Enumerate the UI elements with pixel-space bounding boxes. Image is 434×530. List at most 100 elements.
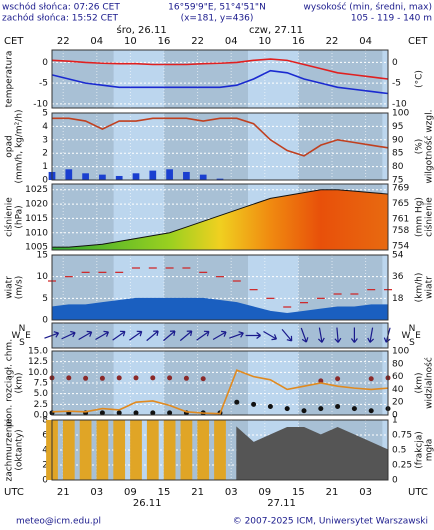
utc-tick-label: 09 bbox=[258, 487, 271, 498]
panel-frame bbox=[51, 49, 389, 109]
y-tick-label: 4 bbox=[42, 122, 48, 132]
y-tick-label: 5 bbox=[42, 109, 48, 119]
y-tick-label: -5 bbox=[39, 79, 48, 89]
area bbox=[51, 189, 389, 251]
wind-arrow bbox=[300, 327, 309, 343]
y-tick-label: 7.5 bbox=[34, 379, 48, 389]
cet-tick-label: 04 bbox=[359, 36, 372, 47]
compass-left: S bbox=[19, 338, 25, 348]
wind-arrow bbox=[129, 330, 143, 341]
y-tick-label: 1015 bbox=[25, 214, 48, 224]
y-tick-label: 0 bbox=[42, 476, 48, 486]
y-tick-label: 12.5 bbox=[28, 357, 48, 367]
cet-tick-label: 22 bbox=[191, 36, 204, 47]
panel-frame bbox=[51, 254, 389, 321]
panel-frame bbox=[51, 112, 389, 181]
cet-tick-label: 10 bbox=[124, 36, 137, 47]
sunset: zachód słońca: 15:52 CET bbox=[2, 13, 119, 24]
bar bbox=[180, 420, 193, 480]
bar bbox=[65, 169, 73, 180]
y2-axis-label: mgła bbox=[425, 439, 434, 462]
y2-axis-label: wiatr bbox=[425, 276, 434, 299]
y-tick-label: 6 bbox=[42, 431, 48, 441]
y2-tick-label: 761 bbox=[392, 214, 409, 224]
y-tick-label: 1025 bbox=[25, 185, 48, 195]
wind-arrow bbox=[317, 327, 325, 343]
panel-frame bbox=[51, 350, 389, 416]
compass-left: E bbox=[25, 331, 31, 341]
point bbox=[284, 406, 290, 412]
utc-tick-label: 15 bbox=[158, 487, 171, 498]
y2-tick-label: 36 bbox=[392, 272, 404, 282]
line bbox=[51, 58, 389, 80]
compass-right: S bbox=[409, 338, 415, 348]
cet-tick-label: 22 bbox=[57, 36, 70, 47]
y2-tick-label: 754 bbox=[392, 242, 409, 252]
cet-tick-label: 04 bbox=[225, 36, 238, 47]
y-axis-label: (hPa) bbox=[15, 205, 25, 228]
panel-frame bbox=[51, 183, 389, 251]
night-band bbox=[52, 323, 114, 348]
utc-tick-label: 03 bbox=[359, 487, 372, 498]
y2-axis-label: (%) bbox=[415, 139, 425, 155]
point bbox=[301, 408, 307, 414]
night-band bbox=[52, 50, 114, 108]
cet-tick-label: 16 bbox=[158, 36, 171, 47]
date-label: czw, 27.11 bbox=[249, 25, 303, 36]
y2-tick-label: 95 bbox=[392, 122, 403, 132]
point bbox=[318, 406, 324, 412]
y-axis-label: (mm/h, kg/m²/h) bbox=[15, 109, 25, 183]
night-band bbox=[164, 113, 248, 180]
night-band bbox=[298, 113, 383, 180]
utc-tick-label: 15 bbox=[292, 487, 305, 498]
night-band bbox=[52, 351, 114, 415]
point bbox=[83, 375, 89, 381]
bar bbox=[149, 170, 157, 180]
y-axis-label: (m/s) bbox=[15, 276, 25, 300]
point bbox=[133, 375, 139, 381]
panel-frame bbox=[51, 419, 389, 481]
elevation-title: wysokość (min, średni, max) bbox=[304, 2, 432, 13]
coords: 16°59'9"E, 51°4'51"N bbox=[168, 3, 266, 13]
y-tick-label: 15.0 bbox=[28, 347, 48, 357]
point bbox=[183, 375, 189, 381]
y2-axis-label: wilgotność wzgl. bbox=[424, 110, 434, 184]
bar bbox=[199, 174, 207, 180]
y2-tick-label: 60 bbox=[392, 372, 404, 382]
wind-arrow bbox=[112, 330, 126, 341]
point bbox=[167, 410, 173, 416]
y-tick-label: 2 bbox=[42, 149, 48, 159]
cet-right: CET bbox=[408, 36, 428, 47]
y2-axis-label: (mm Hg) bbox=[415, 197, 425, 237]
y2-tick-label: 0 bbox=[392, 58, 398, 68]
night-band bbox=[164, 50, 248, 108]
y2-tick-label: 80 bbox=[392, 162, 404, 172]
bar bbox=[130, 420, 142, 480]
night-band bbox=[52, 113, 114, 180]
bar bbox=[197, 420, 210, 480]
wind-arrow bbox=[61, 330, 76, 340]
y2-tick-label: -10 bbox=[392, 99, 407, 109]
y-tick-label: 5.0 bbox=[34, 389, 49, 399]
date-label: śro, 26.11 bbox=[116, 24, 166, 36]
night-band bbox=[298, 50, 383, 108]
y-tick-label: 10.0 bbox=[28, 368, 48, 378]
y2-tick-label: 765 bbox=[392, 199, 409, 209]
y-tick-label: 5 bbox=[42, 294, 48, 304]
grid-pos: (x=181, y=436) bbox=[181, 14, 254, 24]
y-axis-label: (km) bbox=[15, 372, 25, 393]
y2-tick-label: 0.75 bbox=[392, 431, 412, 441]
y2-tick-label: 1 bbox=[392, 416, 398, 426]
date-label: 27.11 bbox=[267, 498, 296, 509]
bar bbox=[96, 420, 109, 480]
utc-left: UTC bbox=[4, 487, 24, 498]
y2-tick-label: 100 bbox=[392, 347, 409, 357]
point bbox=[116, 410, 122, 416]
compass-left: N bbox=[19, 324, 26, 334]
cet-tick-label: 04 bbox=[90, 36, 103, 47]
wind-arrow bbox=[212, 330, 227, 341]
compass-left: W bbox=[12, 331, 21, 341]
night-band bbox=[52, 184, 114, 250]
cet-tick-label: 22 bbox=[326, 36, 339, 47]
